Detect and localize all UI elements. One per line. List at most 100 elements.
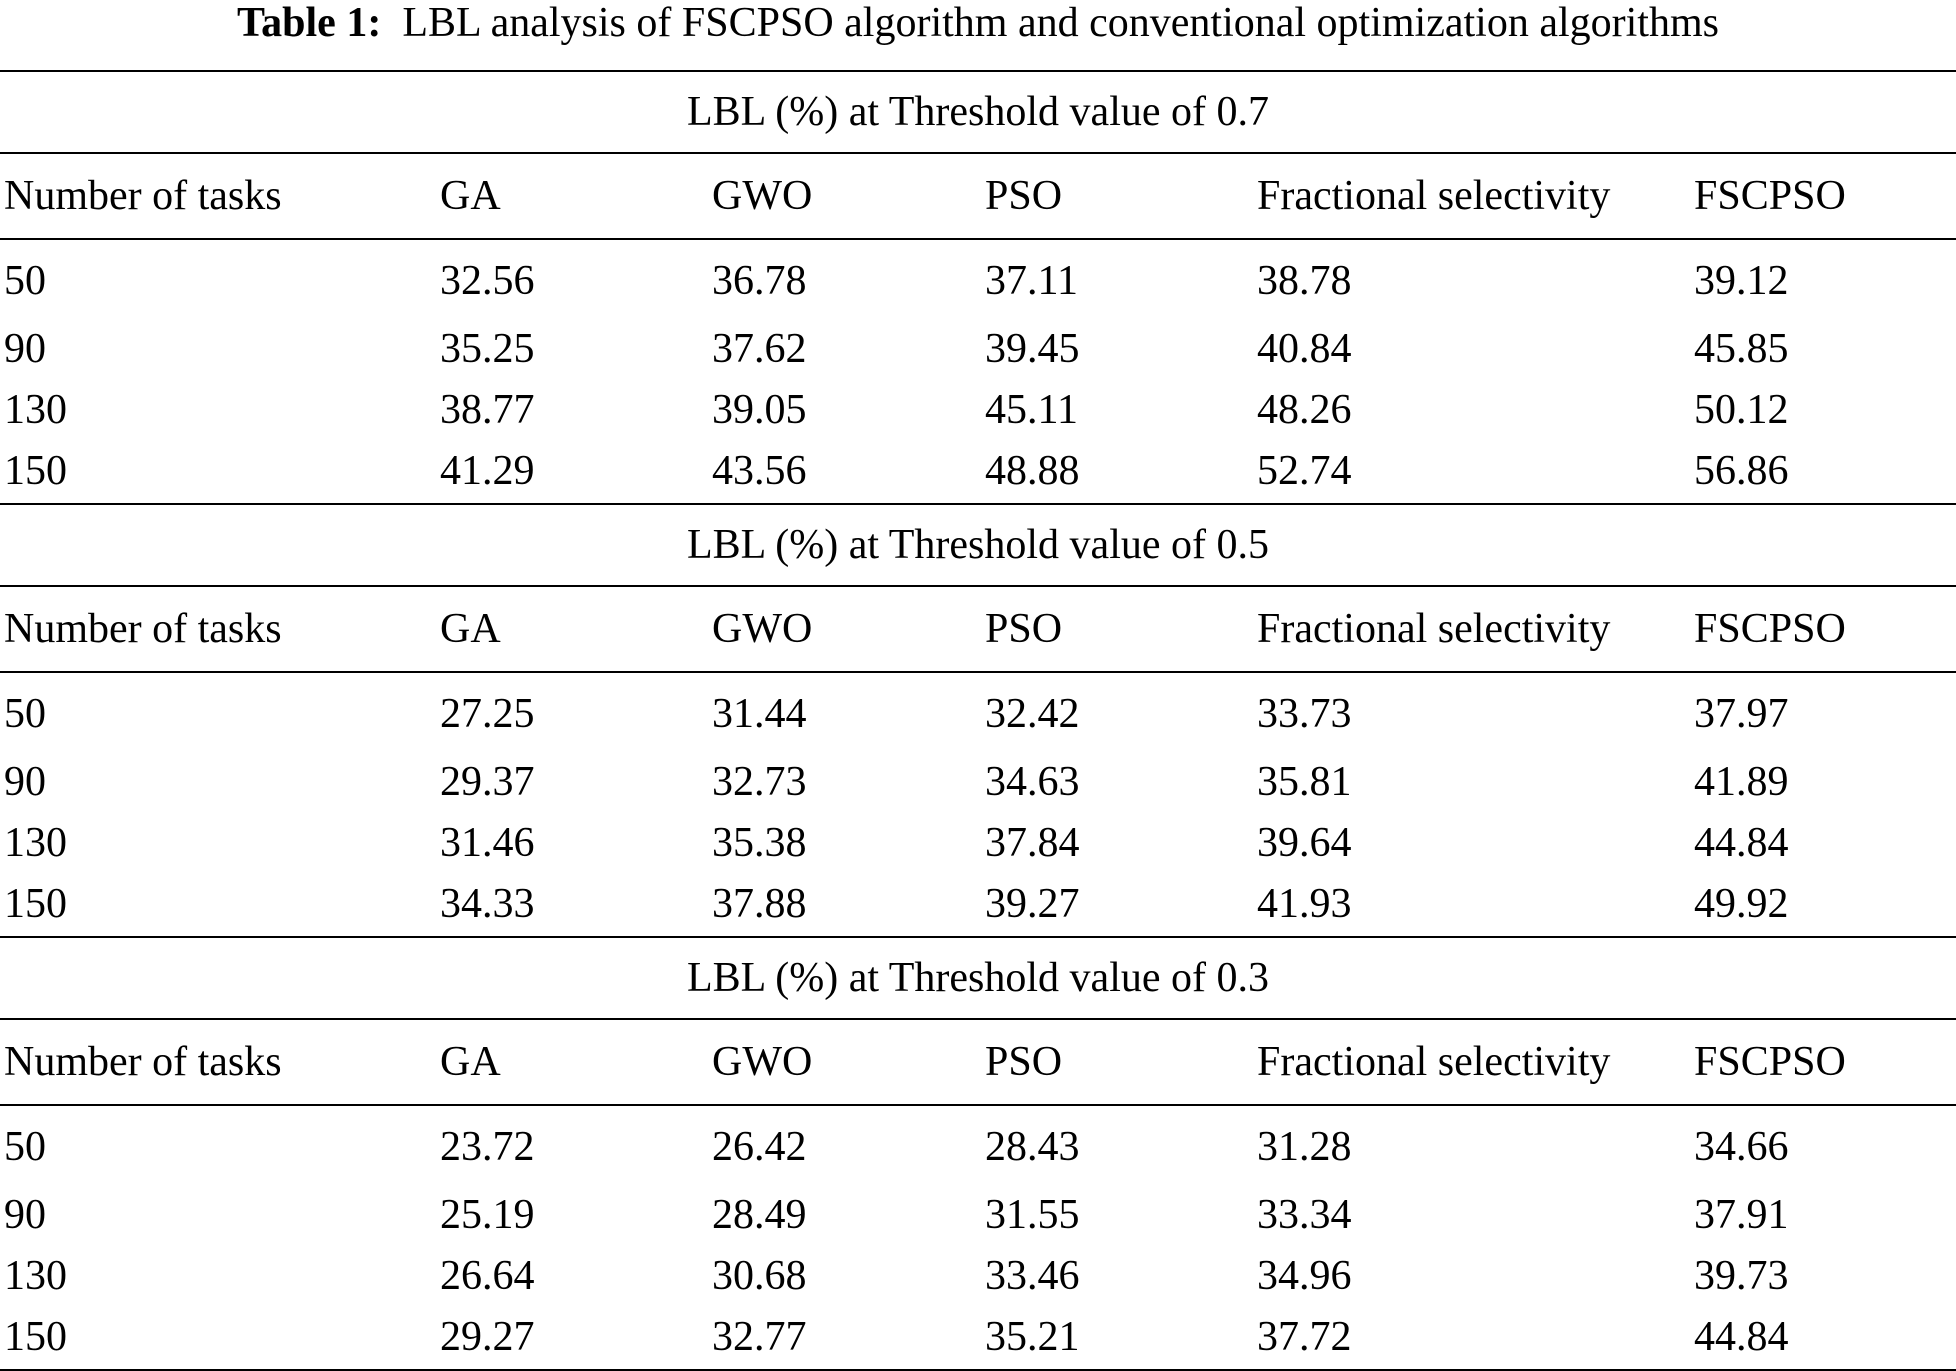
- table-row: 90 35.25 37.62 39.45 40.84 45.85: [0, 319, 1956, 380]
- table-header-row: Number of tasks GA GWO PSO Fractional select…: [0, 1020, 1956, 1104]
- table-cell: 49.92: [1694, 881, 1789, 927]
- table-cell: 150: [4, 881, 67, 927]
- table-cell: 50: [4, 691, 46, 737]
- table-row: 50 23.72 26.42 28.43 31.28 34.66: [0, 1106, 1956, 1185]
- table-cell: 44.84: [1694, 1314, 1789, 1360]
- header-rule: [0, 1104, 1956, 1106]
- column-header: GWO: [712, 606, 813, 652]
- table-cell: 52.74: [1257, 448, 1352, 494]
- table-header-row: Number of tasks GA GWO PSO Fractional select…: [0, 587, 1956, 671]
- section-rule: [0, 1018, 1956, 1020]
- table-caption-label: Table 1:: [237, 0, 382, 46]
- table-cell: 37.91: [1694, 1192, 1789, 1238]
- table-cell: 35.25: [440, 326, 535, 372]
- table-cell: 31.46: [440, 820, 535, 866]
- table-cell: 26.42: [712, 1124, 807, 1170]
- table-cell: 130: [4, 1253, 67, 1299]
- column-header: GA: [440, 606, 501, 652]
- lbl-table: LBL (%) at Threshold value of 0.7 Number …: [0, 70, 1956, 1371]
- table-cell: 41.93: [1257, 881, 1352, 927]
- table-cell: 56.86: [1694, 448, 1789, 494]
- table-cell: 26.64: [440, 1253, 535, 1299]
- table-row: 150 34.33 37.88 39.27 41.93 49.92: [0, 874, 1956, 936]
- top-rule: [0, 70, 1956, 72]
- table-cell: 41.89: [1694, 759, 1789, 805]
- table-cell: 34.96: [1257, 1253, 1352, 1299]
- table-cell: 39.05: [712, 387, 807, 433]
- section-title: LBL (%) at Threshold value of 0.5: [686, 522, 1269, 568]
- table-row: 150 41.29 43.56 48.88 52.74 56.86: [0, 441, 1956, 503]
- table-cell: 28.49: [712, 1192, 807, 1238]
- column-header: PSO: [985, 606, 1063, 652]
- column-header: Fractional selectivity: [1257, 606, 1611, 652]
- table-cell: 38.78: [1257, 258, 1352, 304]
- column-header: FSCPSO: [1694, 1039, 1846, 1085]
- table-cell: 35.21: [985, 1314, 1080, 1360]
- table-cell: 43.56: [712, 448, 807, 494]
- table-cell: 37.88: [712, 881, 807, 927]
- header-rule: [0, 238, 1956, 240]
- table-row: 130 31.46 35.38 37.84 39.64 44.84: [0, 813, 1956, 874]
- table-cell: 37.72: [1257, 1314, 1352, 1360]
- table-cell: 23.72: [440, 1124, 535, 1170]
- table-cell: 31.55: [985, 1192, 1080, 1238]
- column-header: FSCPSO: [1694, 173, 1846, 219]
- table-row: 50 27.25 31.44 32.42 33.73 37.97: [0, 673, 1956, 752]
- section-end-rule: [0, 503, 1956, 505]
- table-cell: 90: [4, 1192, 46, 1238]
- table-cell: 29.37: [440, 759, 535, 805]
- section-rule: [0, 152, 1956, 154]
- table-cell: 130: [4, 387, 67, 433]
- table-row: 50 32.56 36.78 37.11 38.78 39.12: [0, 240, 1956, 319]
- table-cell: 32.56: [440, 258, 535, 304]
- table-cell: 40.84: [1257, 326, 1352, 372]
- table-row: 130 38.77 39.05 45.11 48.26 50.12: [0, 380, 1956, 441]
- table-cell: 33.73: [1257, 691, 1352, 737]
- table-cell: 39.27: [985, 881, 1080, 927]
- section-end-rule: [0, 936, 1956, 938]
- table-cell: 32.73: [712, 759, 807, 805]
- table-cell: 45.85: [1694, 326, 1789, 372]
- table-cell: 150: [4, 1314, 67, 1360]
- table-cell: 130: [4, 820, 67, 866]
- column-header: Fractional selectivity: [1257, 173, 1611, 219]
- table-row: 90 29.37 32.73 34.63 35.81 41.89: [0, 752, 1956, 813]
- column-header: GWO: [712, 1039, 813, 1085]
- table-cell: 48.88: [985, 448, 1080, 494]
- table-cell: 50: [4, 1124, 46, 1170]
- table-cell: 31.44: [712, 691, 807, 737]
- table-cell: 39.64: [1257, 820, 1352, 866]
- table-row: 150 29.27 32.77 35.21 37.72 44.84: [0, 1307, 1956, 1369]
- column-header: Fractional selectivity: [1257, 1039, 1611, 1085]
- table-cell: 45.11: [985, 387, 1078, 433]
- table-cell: 39.12: [1694, 258, 1789, 304]
- table-caption: Table 1: LBL analysis of FSCPSO algorith…: [0, 0, 1956, 46]
- table-cell: 31.28: [1257, 1124, 1352, 1170]
- column-header: GA: [440, 173, 501, 219]
- table-cell: 34.66: [1694, 1124, 1789, 1170]
- table-cell: 37.97: [1694, 691, 1789, 737]
- table-cell: 37.84: [985, 820, 1080, 866]
- table-cell: 37.11: [985, 258, 1078, 304]
- table-cell: 37.62: [712, 326, 807, 372]
- table-cell: 30.68: [712, 1253, 807, 1299]
- table-cell: 90: [4, 759, 46, 805]
- table-cell: 33.46: [985, 1253, 1080, 1299]
- table-cell: 48.26: [1257, 387, 1352, 433]
- table-row: 90 25.19 28.49 31.55 33.34 37.91: [0, 1185, 1956, 1246]
- table-cell: 25.19: [440, 1192, 535, 1238]
- table-cell: 35.38: [712, 820, 807, 866]
- table-cell: 28.43: [985, 1124, 1080, 1170]
- table-caption-text: LBL analysis of FSCPSO algorithm and con…: [402, 0, 1719, 46]
- table-header-row: Number of tasks GA GWO PSO Fractional select…: [0, 154, 1956, 238]
- column-header: Number of tasks: [4, 606, 282, 652]
- table-cell: 39.45: [985, 326, 1080, 372]
- column-header: GWO: [712, 173, 813, 219]
- section-title: LBL (%) at Threshold value of 0.7: [686, 89, 1269, 135]
- table-cell: 36.78: [712, 258, 807, 304]
- table-cell: 27.25: [440, 691, 535, 737]
- column-header: Number of tasks: [4, 1039, 282, 1085]
- table-cell: 34.33: [440, 881, 535, 927]
- table-cell: 41.29: [440, 448, 535, 494]
- table-cell: 90: [4, 326, 46, 372]
